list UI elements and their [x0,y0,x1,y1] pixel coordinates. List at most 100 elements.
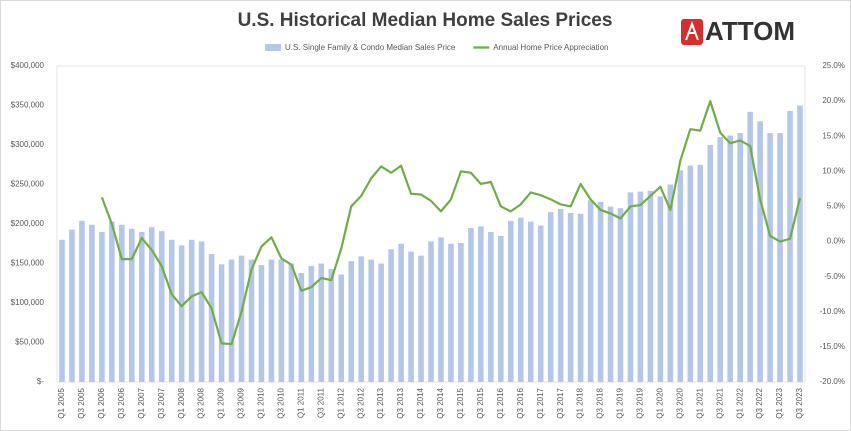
legend-item: U.S. Single Family & Condo Median Sales … [265,43,456,52]
x-tick-label: Q1 2021 [695,387,704,418]
bar [517,217,524,382]
y2-tick-label: 15.0% [822,131,845,140]
bar [627,192,634,382]
bar [607,206,614,382]
x-tick-label: Q1 2007 [137,387,146,418]
bar [737,133,743,382]
bar [797,105,803,382]
y2-tick-label: 10.0% [822,166,845,175]
bar [208,254,215,382]
bar [717,137,724,382]
bar [278,259,285,382]
legend-swatch [265,44,281,51]
x-tick-label: Q1 2005 [57,387,66,418]
bar [587,200,594,382]
x-tick-label: Q3 2018 [596,387,605,418]
bar [148,227,155,382]
x-tick-label: Q1 2022 [735,387,744,418]
y2-tick-label: 5.0% [827,202,845,211]
x-tick-label: Q1 2014 [416,387,425,418]
x-tick-label: Q3 2016 [516,387,525,418]
x-tick-label: Q1 2013 [376,387,385,418]
bar [168,239,175,382]
bar [597,201,604,382]
bar [178,245,185,382]
y2-tick-label: -5.0% [824,272,845,281]
x-tick-label: Q1 2012 [336,387,345,418]
x-tick-label: Q3 2006 [117,387,126,418]
bar [59,239,65,382]
bar [218,264,225,382]
bar [69,229,75,382]
x-tick-label: Q3 2009 [237,387,246,418]
bar [328,269,335,382]
y-tick-label: $100,000 [11,298,45,307]
bar [458,242,464,382]
bar [507,220,514,382]
bar [99,231,105,382]
bar [647,190,654,382]
x-tick-label: Q1 2011 [296,387,305,418]
bar [378,263,384,382]
bar [697,164,704,382]
bar [488,231,494,382]
bar [418,255,424,382]
bar [398,243,404,382]
x-tick-label: Q1 2023 [775,387,784,418]
bar [747,111,753,382]
x-tick-label: Q3 2023 [795,387,804,418]
x-tick-label: Q3 2007 [157,387,166,418]
bar [129,228,135,382]
bar [368,259,374,382]
y-tick-label: $350,000 [11,101,45,110]
bar [448,243,454,382]
y-tick-label: $400,000 [11,61,45,70]
bar [258,265,265,382]
bar [637,191,644,382]
legend-item: Annual Home Price Appreciation [473,43,608,52]
x-tick-label: Q3 2011 [316,387,325,418]
bar [308,265,315,382]
bar [478,226,484,382]
bar [238,255,245,382]
bar [687,165,694,382]
y-tick-label: $- [37,377,44,386]
bar [138,231,145,382]
x-tick-label: Q1 2008 [177,387,186,418]
x-tick-label: Q1 2009 [217,387,226,418]
bar [318,263,325,382]
bar [667,184,674,382]
bar [527,221,534,382]
logo-icon-mark [685,21,699,41]
bar [677,170,684,382]
bar [338,274,345,382]
logo: ATTOM [681,16,795,46]
bar [777,133,783,382]
bar [757,121,763,383]
bar [288,263,295,382]
bar [348,261,355,382]
y2-tick-label: 20.0% [822,96,845,105]
y-tick-label: $300,000 [11,140,45,149]
line [100,100,802,346]
x-tick-label: Q3 2013 [396,387,405,418]
x-tick-label: Q3 2014 [436,387,445,418]
y2-tick-label: 0.0% [827,237,845,246]
y-tick-label: $50,000 [15,338,44,347]
x-tick-label: Q3 2005 [77,387,86,418]
bar [408,251,414,382]
x-tick-label: Q1 2019 [616,387,625,418]
bar [388,249,394,382]
x-tick-label: Q1 2006 [97,387,106,418]
bar [79,220,85,382]
x-tick-label: Q3 2020 [675,387,684,418]
bar [767,133,773,382]
y-tick-label: $250,000 [11,180,45,189]
bar [268,259,275,382]
y2-tick-label: -15.0% [820,342,845,351]
x-tick-label: Q1 2020 [655,387,664,418]
bar [119,224,125,382]
x-tick-label: Q1 2010 [257,387,266,418]
bar [567,212,574,382]
